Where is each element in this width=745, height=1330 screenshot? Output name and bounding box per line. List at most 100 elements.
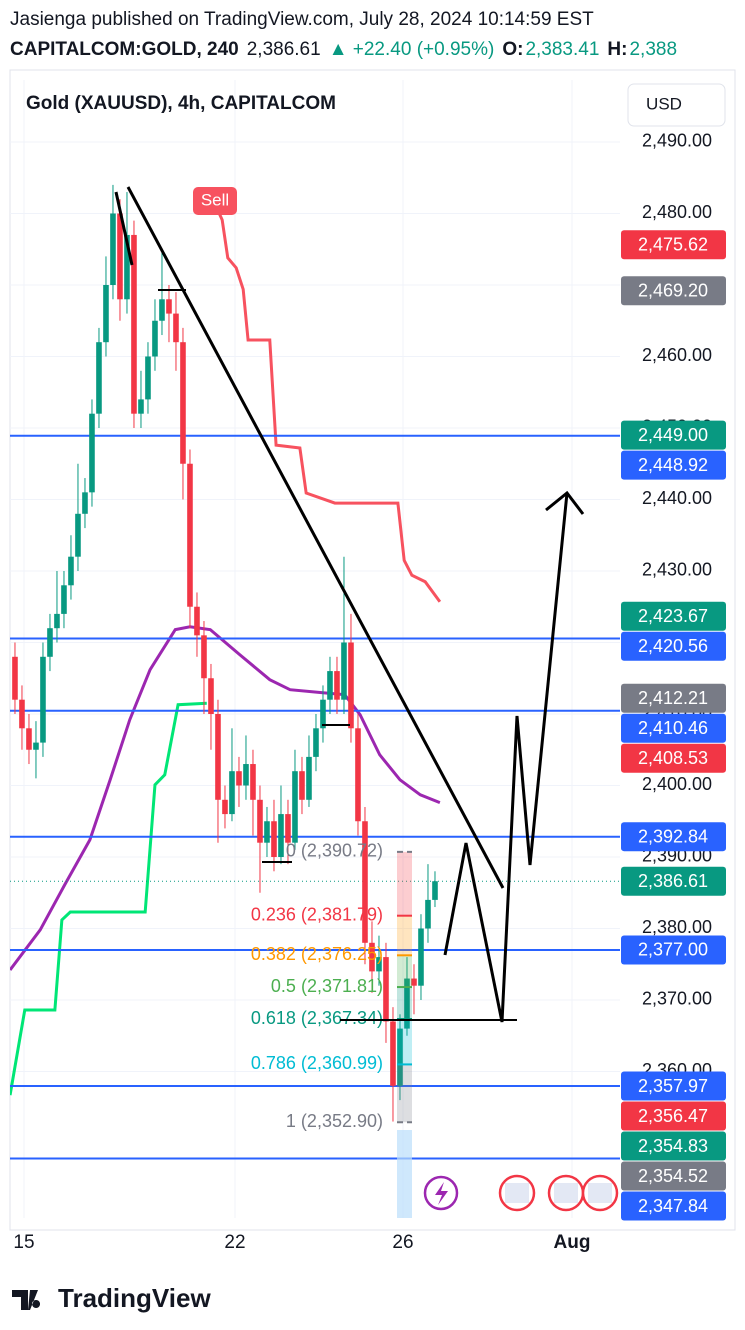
candle-body <box>103 284 109 343</box>
currency-box <box>627 83 726 127</box>
y-tick-label: 2,490.00 <box>642 131 712 151</box>
y-tick-label: 2,370.00 <box>642 989 712 1009</box>
projection-arrow <box>545 490 585 515</box>
price-label: 2,469.20 <box>638 280 708 300</box>
x-tick-label: 22 <box>224 1232 245 1253</box>
event-icon <box>435 1182 448 1205</box>
symbol: CAPITALCOM:GOLD, 240 <box>10 39 239 60</box>
candle-body <box>418 928 424 986</box>
projection <box>443 492 569 1023</box>
high-key: H: <box>607 39 627 60</box>
fib-label: 0.236 (2,381.79) <box>251 904 383 924</box>
candle-body <box>12 656 18 700</box>
candle-body <box>89 413 95 493</box>
price-label: 2,449.00 <box>638 425 708 445</box>
price-label-box <box>621 713 726 743</box>
grid <box>10 80 620 1218</box>
change: ▲ +22.40 (+0.95%) <box>329 39 495 60</box>
indicator-line <box>10 625 441 971</box>
candle-body <box>145 356 151 400</box>
candle-body <box>257 799 263 843</box>
candle-body <box>250 764 256 800</box>
fib-label: 0.618 (2,367.34) <box>251 1008 383 1028</box>
price-label-box <box>621 631 726 661</box>
candle-body <box>110 213 116 285</box>
drawings <box>114 186 585 1023</box>
x-tick-label: 15 <box>13 1232 34 1253</box>
price-label: 2,448.92 <box>638 455 708 475</box>
candle-body <box>404 978 410 1029</box>
price-label: 2,347.84 <box>638 1196 708 1216</box>
events <box>397 1130 619 1218</box>
fib-band <box>397 1064 412 1123</box>
candle-body <box>187 463 193 607</box>
fib-band <box>397 987 412 1020</box>
fibonacci: 0 (2,390.72) 0.236 (2,381.79) 0.382 (2,376… <box>251 841 412 1131</box>
candle-body <box>369 942 375 972</box>
candle-body <box>152 320 158 357</box>
open-value: 2,383.41 <box>525 39 599 60</box>
candle-body <box>215 713 221 800</box>
candle-body <box>432 881 438 900</box>
candles <box>12 184 438 1122</box>
candle-body <box>173 313 179 343</box>
candle-body <box>411 978 417 986</box>
candle-body <box>299 771 305 800</box>
candle-body <box>306 756 312 800</box>
candle-body <box>334 671 340 700</box>
candle-body <box>313 728 319 757</box>
candle-body <box>96 342 102 414</box>
flag <box>554 1183 578 1203</box>
chart-title: Gold (XAUUSD), 4h, CAPITALCOM <box>26 93 336 114</box>
price-label-box <box>621 822 726 852</box>
candle-body <box>236 771 242 786</box>
price-label-box <box>621 601 726 631</box>
flag <box>588 1183 612 1203</box>
candle-body <box>131 234 137 414</box>
candle-body <box>243 764 249 786</box>
candle-body <box>348 642 354 729</box>
flag <box>505 1183 529 1203</box>
indicator-line <box>211 199 442 603</box>
price-label: 2,386.61 <box>638 871 708 891</box>
price-label: 2,356.47 <box>638 1106 708 1126</box>
price-label: 2,392.84 <box>638 826 708 846</box>
trend-line <box>126 186 505 889</box>
candle-body <box>320 699 326 729</box>
candle-body <box>68 556 74 586</box>
candle-body <box>201 635 207 679</box>
sell-box <box>193 187 237 215</box>
x-tick-label: 26 <box>392 1232 413 1253</box>
price-label: 2,354.52 <box>638 1166 708 1186</box>
price-axis: 2,490.002,480.002,470.002,460.002,450.00… <box>621 131 726 1221</box>
candle-body <box>82 492 88 514</box>
candle-body <box>341 642 347 700</box>
candle-body <box>229 771 235 815</box>
candle-body <box>61 585 67 614</box>
footer: TradingView <box>12 1283 211 1313</box>
indicator-line <box>10 701 207 1096</box>
candle-body <box>383 957 389 1022</box>
candle-body <box>40 656 46 743</box>
brand: TradingView <box>58 1283 211 1313</box>
candle-body <box>285 814 291 843</box>
y-tick-label: 2,440.00 <box>642 488 712 508</box>
candle-body <box>124 234 130 300</box>
last-price: 2,386.61 <box>247 39 321 60</box>
fib-band <box>397 851 412 916</box>
indicators <box>10 199 620 1160</box>
price-label-box <box>621 420 726 450</box>
price-label-box <box>621 935 726 965</box>
candle-body <box>376 957 382 972</box>
open-key: O: <box>502 39 523 60</box>
candle-body <box>159 299 165 321</box>
price-label-box <box>621 743 726 773</box>
price-label-box <box>621 683 726 713</box>
range-shade <box>397 1130 412 1218</box>
candle-body <box>397 1028 403 1086</box>
x-tick-label: Aug <box>554 1232 591 1253</box>
candle-body <box>292 771 298 843</box>
fib-label: 0 (2,390.72) <box>286 841 383 861</box>
